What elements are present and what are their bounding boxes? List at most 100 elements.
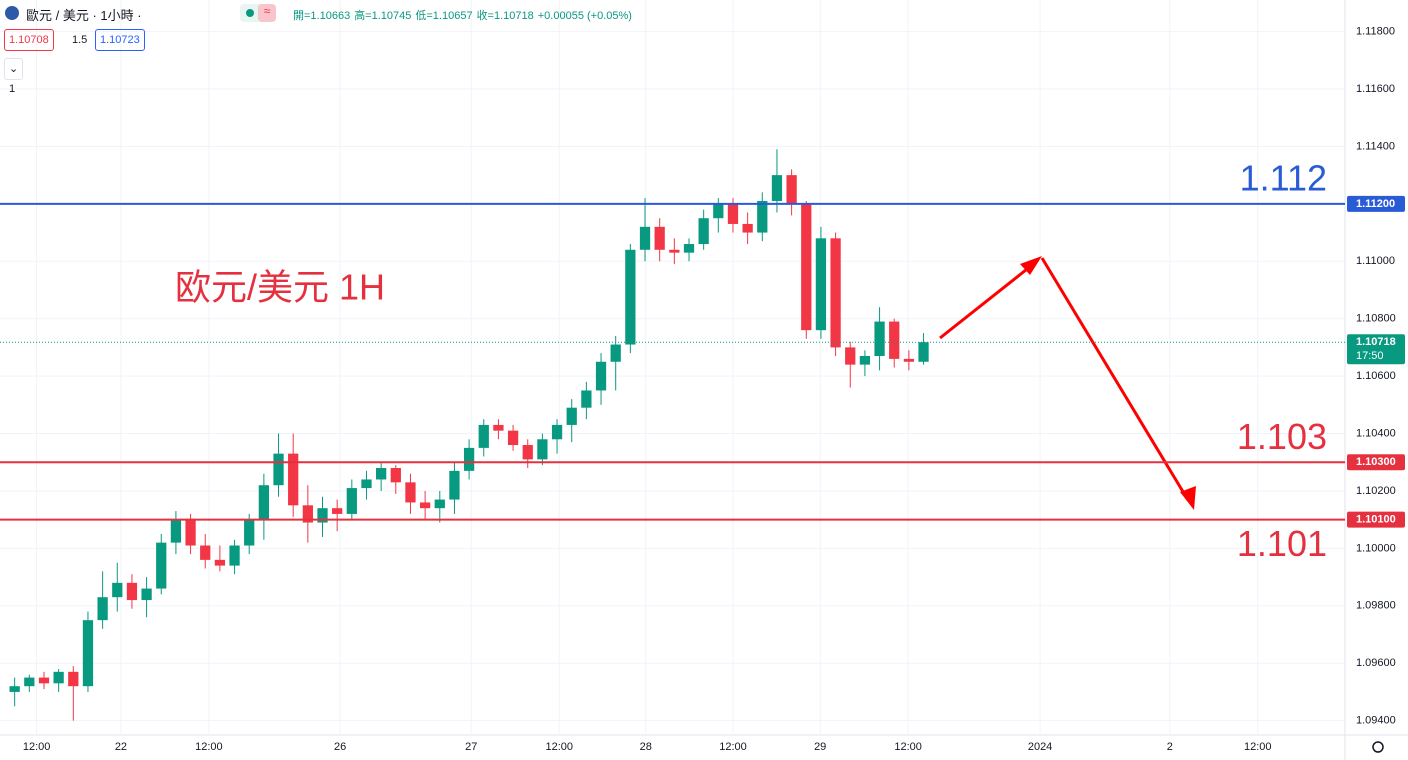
candle-body bbox=[757, 200, 768, 233]
annotation: 欧元/美元 1H bbox=[175, 267, 385, 308]
candle-body bbox=[332, 508, 343, 514]
level-label: 1.103 bbox=[1237, 416, 1327, 457]
x-tick-label: 22 bbox=[115, 741, 127, 753]
candle-body bbox=[801, 203, 812, 331]
candle-body bbox=[771, 175, 783, 201]
candle-body bbox=[97, 597, 108, 621]
candle-body bbox=[522, 445, 533, 460]
candle-body bbox=[918, 342, 929, 362]
arrowhead bbox=[1020, 256, 1042, 275]
candle-body bbox=[346, 488, 357, 514]
x-tick-label: 2 bbox=[1167, 741, 1173, 753]
candle-body bbox=[537, 439, 548, 460]
candle-body bbox=[903, 358, 915, 362]
sell-price[interactable]: 1.10708 bbox=[4, 29, 54, 51]
candle-body bbox=[38, 677, 50, 684]
settings-icon[interactable] bbox=[1372, 741, 1384, 753]
candle-body bbox=[419, 502, 431, 509]
x-tick-label: 28 bbox=[640, 741, 652, 753]
arrow bbox=[939, 260, 1037, 340]
y-tick-label: 1.10200 bbox=[1356, 485, 1396, 497]
candle-body bbox=[845, 347, 856, 365]
candle-body bbox=[156, 542, 167, 589]
candle-body bbox=[53, 671, 64, 684]
x-tick-label: 12:00 bbox=[719, 741, 747, 753]
status-badge: ≈ bbox=[240, 4, 276, 22]
x-tick-label: 12:00 bbox=[1244, 741, 1272, 753]
candle-body bbox=[463, 447, 475, 471]
x-tick-label: 26 bbox=[334, 741, 346, 753]
candle-body bbox=[24, 677, 35, 687]
candle-body bbox=[185, 519, 196, 546]
candle-body bbox=[683, 244, 695, 253]
candle-body bbox=[815, 238, 827, 331]
ohlc-item: 低=1.10657 bbox=[415, 10, 473, 22]
candle-body bbox=[830, 238, 841, 348]
ohlc-item: 開=1.10663 bbox=[293, 10, 351, 22]
y-tick-label: 1.11400 bbox=[1356, 140, 1395, 152]
candles bbox=[9, 149, 929, 721]
level-tag-bg bbox=[1347, 511, 1405, 528]
candle-body bbox=[625, 249, 636, 345]
logo bbox=[5, 6, 19, 20]
candle-body bbox=[874, 321, 885, 357]
y-tick-label: 1.11600 bbox=[1356, 83, 1395, 95]
candle-body bbox=[859, 356, 871, 365]
y-tick-label: 1.09400 bbox=[1356, 715, 1396, 727]
candle-body bbox=[68, 671, 79, 687]
candle-body bbox=[610, 344, 621, 362]
level-label: 1.112 bbox=[1240, 157, 1327, 198]
y-tick-label: 1.10000 bbox=[1356, 542, 1396, 554]
x-tick-label: 12:00 bbox=[894, 741, 922, 753]
candle-body bbox=[669, 249, 680, 253]
candle-body bbox=[698, 218, 709, 245]
candle-body bbox=[126, 582, 138, 601]
buy-price[interactable]: 1.10723 bbox=[95, 29, 145, 51]
candle-body bbox=[654, 226, 665, 250]
ohlc-item: 收=1.10718 bbox=[476, 10, 534, 22]
ohlc-item: +0.00055 (+0.05%) bbox=[537, 10, 632, 22]
candle-body bbox=[727, 203, 739, 224]
level-tag: 1.11200 bbox=[1356, 198, 1395, 210]
symbol[interactable]: 歐元 / 美元 · 1小時 · bbox=[26, 8, 142, 23]
y-tick-label: 1.09800 bbox=[1356, 600, 1396, 612]
candle-body bbox=[478, 424, 489, 448]
level-tag: 1.10100 bbox=[1356, 514, 1396, 526]
arrowhead bbox=[1180, 486, 1196, 510]
candle-body bbox=[170, 519, 182, 543]
candle-body bbox=[493, 424, 504, 431]
candle-body bbox=[229, 545, 240, 566]
indicator-toggle[interactable]: ⌄ 1 bbox=[4, 58, 24, 95]
candle-body bbox=[742, 223, 753, 233]
candle-body bbox=[449, 470, 460, 500]
ohlc-legend: 開=1.10663 高=1.10745 低=1.10657 收=1.10718 +0.0… bbox=[293, 7, 636, 23]
spread: 1.5 bbox=[72, 34, 88, 46]
candle-body bbox=[581, 390, 592, 408]
candle-body bbox=[639, 226, 651, 250]
candle-body bbox=[551, 424, 563, 440]
candle-body bbox=[244, 519, 255, 546]
candle-body bbox=[713, 203, 724, 219]
level-tag: 1.10300 bbox=[1356, 456, 1396, 468]
x-tick-label: 2024 bbox=[1028, 741, 1052, 753]
candle-body bbox=[112, 582, 123, 598]
y-tick-label: 1.11000 bbox=[1356, 255, 1395, 267]
x-tick-label: 29 bbox=[814, 741, 826, 753]
candle-body bbox=[200, 545, 211, 560]
x-tick-label: 12:00 bbox=[23, 741, 51, 753]
candle-body bbox=[361, 479, 372, 489]
level-tag-bg bbox=[1347, 454, 1405, 471]
candle-body bbox=[214, 559, 226, 566]
candle-body bbox=[302, 505, 313, 523]
x-tick-label: 27 bbox=[465, 741, 477, 753]
arrow bbox=[1040, 257, 1190, 501]
candle-body bbox=[273, 453, 284, 486]
candle-body bbox=[434, 499, 445, 509]
level-label: 1.101 bbox=[1237, 523, 1327, 564]
candle-body bbox=[566, 407, 577, 425]
y-tick-label: 1.11800 bbox=[1356, 25, 1395, 37]
candle-body bbox=[507, 430, 519, 446]
ohlc-item: 高=1.10745 bbox=[354, 10, 412, 22]
candle-body bbox=[889, 321, 900, 359]
